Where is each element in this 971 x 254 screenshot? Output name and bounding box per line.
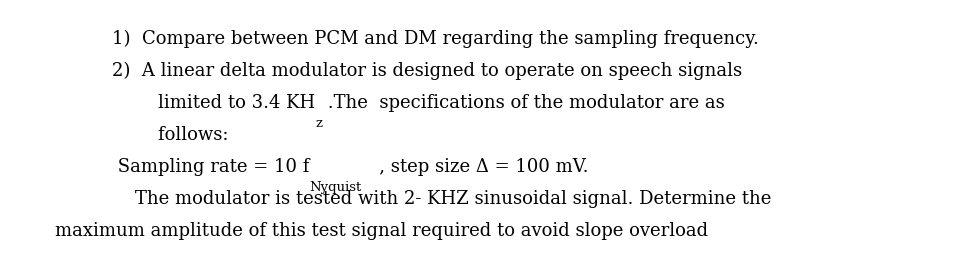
Text: maximum amplitude of this test signal required to avoid slope overload: maximum amplitude of this test signal re… — [55, 221, 708, 239]
Text: , step size Δ = 100 mV.: , step size Δ = 100 mV. — [361, 157, 588, 175]
Text: Sampling rate = 10 f: Sampling rate = 10 f — [112, 157, 310, 175]
Text: 1)  Compare between PCM and DM regarding the sampling frequency.: 1) Compare between PCM and DM regarding … — [112, 30, 759, 48]
Text: follows:: follows: — [112, 125, 228, 144]
Text: limited to 3.4 KH: limited to 3.4 KH — [112, 94, 316, 112]
Text: z: z — [316, 117, 322, 130]
Text: 2)  A linear delta modulator is designed to operate on speech signals: 2) A linear delta modulator is designed … — [112, 62, 742, 80]
Text: Nyquist: Nyquist — [310, 181, 361, 194]
Text: The modulator is tested with 2- KHZ sinusoidal signal. Determine the: The modulator is tested with 2- KHZ sinu… — [112, 189, 771, 207]
Text: .The  specifications of the modulator are as: .The specifications of the modulator are… — [322, 94, 725, 112]
